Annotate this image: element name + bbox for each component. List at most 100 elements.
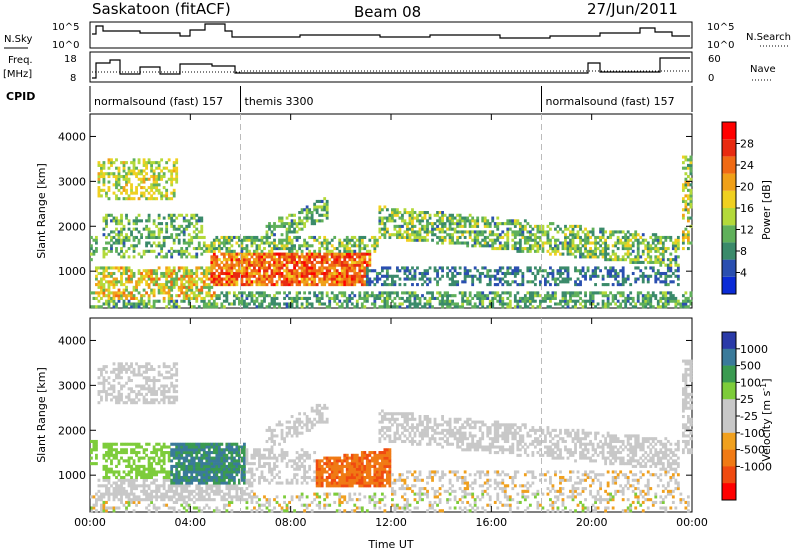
echo-cell [97, 495, 101, 499]
echo-cell [172, 285, 176, 289]
echo-cell [463, 271, 467, 276]
echo-cell [170, 269, 174, 273]
echo-cell [616, 247, 620, 251]
echo-cell [147, 285, 151, 289]
echo-cell [152, 186, 156, 190]
echo-cell [654, 280, 658, 284]
echo-cell [155, 180, 159, 184]
echo-cell [237, 296, 241, 300]
echo-cell [556, 277, 560, 281]
echo-cell [197, 478, 201, 482]
echo-cell [348, 294, 352, 298]
echo-cell [611, 258, 615, 262]
echo-cell [624, 280, 628, 284]
echo-cell [290, 280, 294, 284]
echo-cell [100, 296, 103, 300]
echo-cell [330, 255, 334, 259]
echo-cell [471, 305, 475, 309]
echo-cell [318, 266, 322, 270]
echo-cell [616, 238, 620, 242]
power-colorbar-tick-label: 16 [740, 202, 754, 215]
echo-cell [167, 294, 171, 298]
echo-cell [325, 202, 329, 206]
echo-cell [654, 235, 658, 240]
echo-cell [378, 219, 382, 223]
echo-cell [170, 467, 174, 471]
echo-cell [453, 283, 457, 287]
echo-cell [170, 277, 174, 281]
echo-cell [192, 467, 196, 471]
echo-cell [215, 258, 219, 262]
echo-cell [100, 166, 103, 170]
echo-cell [245, 277, 249, 281]
echo-cell [423, 230, 427, 234]
echo-cell [636, 291, 640, 295]
echo-cell [681, 235, 685, 240]
echo-cell [541, 244, 545, 248]
echo-cell [177, 241, 181, 245]
echo-cell [127, 367, 131, 371]
echo-cell [423, 269, 427, 273]
echo-cell [681, 233, 685, 237]
echo-cell [616, 283, 620, 287]
echo-cell [167, 478, 171, 482]
echo-cell [285, 227, 289, 231]
echo-cell [110, 213, 113, 217]
echo-cell [190, 291, 194, 295]
echo-cell [147, 294, 151, 298]
echo-cell [315, 299, 319, 303]
echo-cell [606, 271, 610, 276]
echo-cell [192, 464, 196, 468]
echo-cell [145, 473, 148, 477]
echo-cell [263, 241, 266, 245]
echo-cell [659, 235, 663, 240]
echo-cell [651, 269, 655, 273]
echo-cell [644, 247, 648, 251]
echo-cell [579, 247, 582, 251]
echo-cell [453, 216, 457, 220]
echo-cell [350, 244, 354, 248]
echo-cell [147, 233, 151, 237]
echo-cell [195, 456, 199, 460]
echo-cell [614, 244, 618, 248]
echo-cell [684, 299, 688, 303]
echo-cell [411, 219, 414, 223]
echo-cell [689, 216, 693, 220]
echo-cell [441, 238, 444, 242]
echo-cell [142, 470, 146, 474]
echo-cell [328, 302, 332, 306]
echo-cell [533, 249, 537, 253]
echo-cell [147, 230, 151, 234]
echo-cell [240, 241, 244, 245]
echo-cell [285, 283, 289, 287]
echo-cell [684, 296, 688, 300]
echo-cell [127, 177, 131, 181]
echo-cell [273, 244, 276, 248]
echo-cell [155, 183, 159, 187]
echo-cell [661, 241, 665, 245]
echo-cell [345, 235, 349, 240]
echo-cell [461, 280, 465, 284]
echo-cell [380, 219, 384, 223]
echo-cell [130, 305, 133, 309]
echo-cell [551, 291, 555, 295]
echo-cell [150, 475, 154, 480]
echo-cell [559, 227, 562, 231]
echo-cell [636, 252, 640, 256]
echo-cell [182, 266, 186, 270]
echo-cell [463, 219, 467, 223]
echo-cell [250, 294, 254, 298]
echo-cell [614, 302, 618, 306]
echo-cell [498, 233, 502, 237]
echo-cell [97, 478, 101, 482]
echo-cell [170, 180, 174, 184]
echo-cell [651, 260, 655, 264]
echo-cell [150, 277, 154, 281]
echo-cell [255, 247, 259, 251]
echo-cell [207, 475, 211, 480]
echo-cell [308, 271, 312, 276]
echo-cell [175, 166, 179, 170]
echo-cell [569, 224, 572, 228]
echo-cell [130, 464, 133, 468]
echo-cell [240, 249, 244, 253]
